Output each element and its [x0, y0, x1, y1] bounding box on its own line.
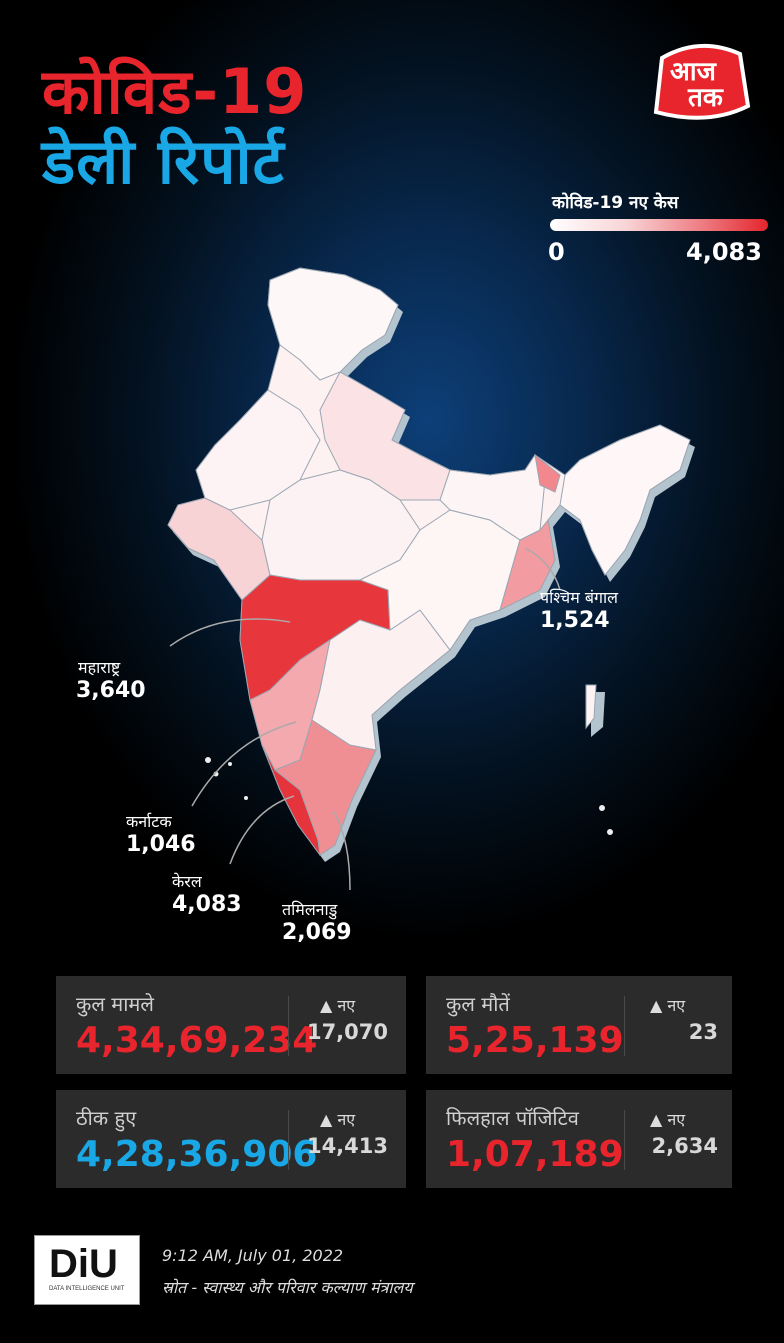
card-divider	[288, 996, 289, 1056]
state-rajasthan	[195, 389, 321, 511]
card-total-deaths-label: कुल मौतें	[446, 992, 510, 1016]
leader-line-karnataka	[191, 721, 297, 807]
footer-timestamp: 9:12 AM, July 01, 2022	[162, 1246, 344, 1265]
label-west-bengal: पश्चिम बंगाल	[540, 588, 618, 607]
up-triangle-icon: ▲	[320, 996, 333, 1015]
state-jk-himachal	[267, 267, 399, 381]
card-total-cases-value: 4,34,69,234	[76, 1020, 318, 1061]
card-recovered-value: 4,28,36,906	[76, 1134, 318, 1175]
logo-text-tak: तक	[687, 83, 724, 113]
card-total-deaths: कुल मौतें 5,25,139 ▲ नए 23	[426, 976, 732, 1074]
card-active-label: फिलहाल पॉजिटिव	[446, 1106, 579, 1130]
state-sikkim	[534, 453, 561, 493]
card-active-new-value: 2,634	[651, 1134, 718, 1158]
card-active: फिलहाल पॉजिटिव 1,07,189 ▲ नए 2,634	[426, 1090, 732, 1188]
andaman-islands	[585, 684, 597, 730]
logo-text-aaj: आज	[670, 57, 718, 87]
card-recovered-label: ठीक हुए	[76, 1106, 137, 1130]
card-total-deaths-new-value: 23	[688, 1020, 718, 1044]
diu-logo-subtext: DATA INTELLIGENCE UNIT	[49, 1286, 125, 1292]
card-total-deaths-new-label: ▲ नए	[650, 996, 686, 1015]
leader-line-west-bengal	[524, 547, 561, 591]
card-total-cases: कुल मामले 4,34,69,234 ▲ नए 17,070	[56, 976, 406, 1074]
footer-source: स्रोत - स्वास्थ्य और परिवार कल्याण मंत्र…	[162, 1278, 413, 1297]
value-maharashtra: 3,640	[76, 678, 146, 703]
value-karnataka: 1,046	[126, 832, 196, 857]
india-map	[167, 267, 691, 891]
legend-color-bar	[550, 219, 768, 231]
value-tamilnadu: 2,069	[282, 920, 352, 945]
legend-min: 0	[548, 238, 565, 266]
aajtak-logo: आज तक	[653, 44, 751, 120]
diu-logo: DiU DATA INTELLIGENCE UNIT	[34, 1235, 140, 1305]
label-tamilnadu: तमिलनाडु	[282, 900, 338, 919]
card-recovered-new-label: ▲ नए	[320, 1110, 356, 1129]
leader-line-maharashtra	[169, 618, 291, 647]
state-telangana-ap	[311, 609, 451, 751]
up-triangle-icon: ▲	[650, 996, 663, 1015]
title-line1: कोविड-19	[42, 55, 308, 128]
leader-line-kerala	[229, 795, 295, 865]
lakshadweep-islands	[205, 757, 211, 763]
up-triangle-icon: ▲	[650, 1110, 663, 1129]
card-divider	[624, 996, 625, 1056]
value-kerala: 4,083	[172, 892, 242, 917]
diu-logo-text: DiU	[49, 1242, 118, 1286]
card-total-cases-label: कुल मामले	[76, 992, 154, 1016]
card-recovered: ठीक हुए 4,28,36,906 ▲ नए 14,413	[56, 1090, 406, 1188]
card-active-value: 1,07,189	[446, 1134, 624, 1175]
card-total-deaths-value: 5,25,139	[446, 1020, 624, 1061]
value-west-bengal: 1,524	[540, 608, 610, 633]
leader-line-tamilnadu	[333, 811, 351, 891]
legend-title: कोविड-19 नए केस	[552, 193, 679, 213]
state-northeast	[559, 424, 691, 576]
title-line2: डेली रिपोर्ट	[42, 125, 285, 198]
card-divider	[288, 1110, 289, 1170]
legend-max: 4,083	[686, 238, 762, 266]
card-total-cases-new-label: ▲ नए	[320, 996, 356, 1015]
label-maharashtra: महाराष्ट्र	[78, 658, 121, 677]
card-active-new-label: ▲ नए	[650, 1110, 686, 1129]
label-karnataka: कर्नाटक	[126, 812, 172, 831]
card-divider	[624, 1110, 625, 1170]
card-total-cases-new-value: 17,070	[306, 1020, 388, 1044]
card-recovered-new-value: 14,413	[306, 1134, 388, 1158]
up-triangle-icon: ▲	[320, 1110, 333, 1129]
label-kerala: केरल	[172, 872, 202, 891]
